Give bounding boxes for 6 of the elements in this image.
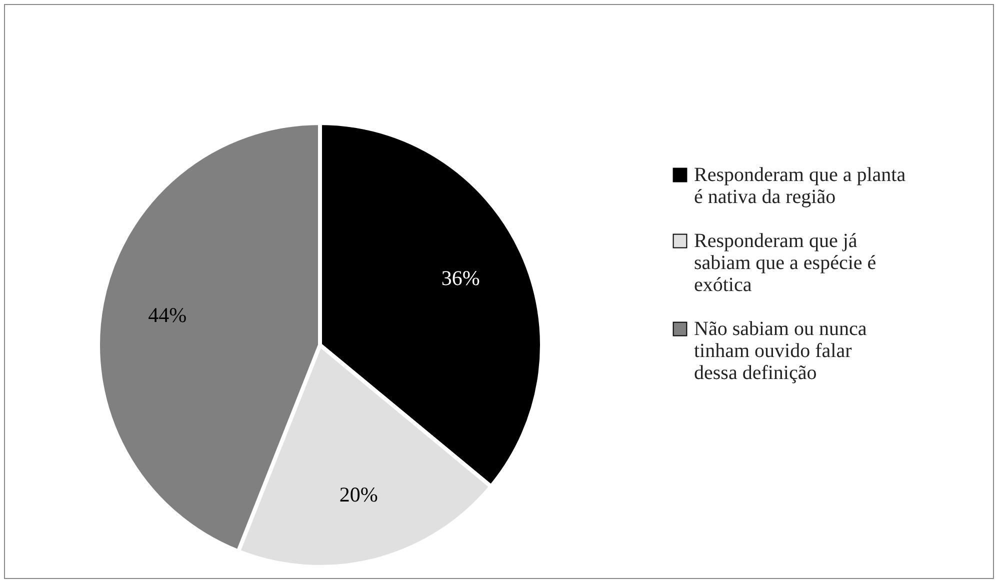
legend-label: Não sabiam ou nunca tinham ouvido falar dessa definição bbox=[694, 318, 867, 384]
data-label: 20% bbox=[339, 482, 378, 507]
legend-label: Responderam que já sabiam que a espécie é exótica bbox=[694, 230, 876, 296]
data-label: 36% bbox=[441, 266, 480, 290]
legend-label: Responderam que a planta é nativa da região bbox=[694, 164, 906, 208]
data-label: 44% bbox=[148, 302, 187, 327]
